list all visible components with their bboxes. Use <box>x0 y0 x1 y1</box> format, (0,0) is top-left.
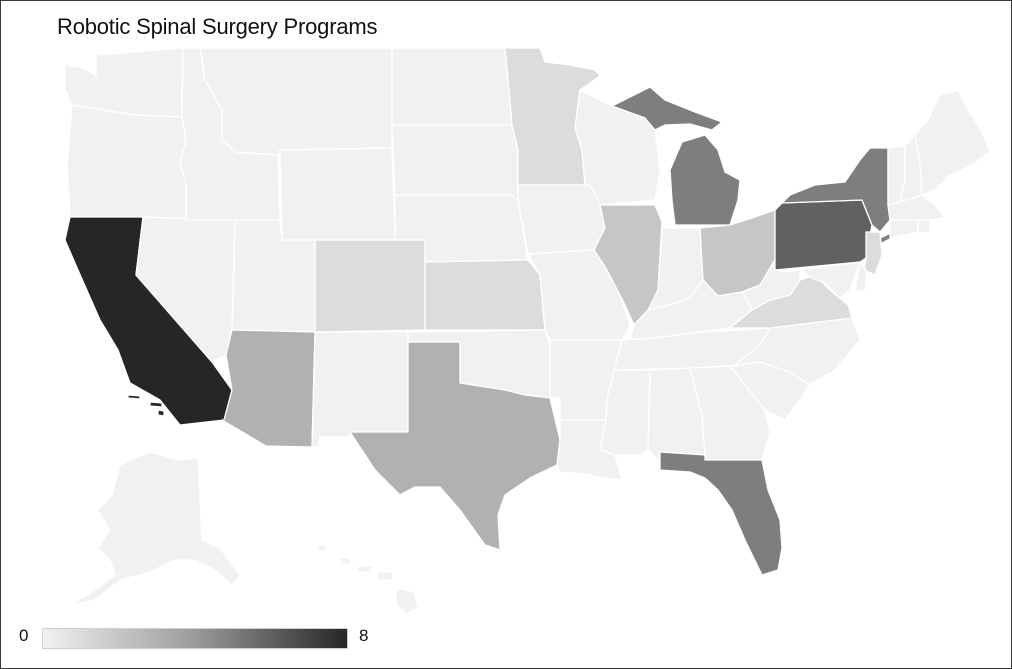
state-ia <box>517 184 606 255</box>
state-hi-5 <box>395 587 419 615</box>
state-nc <box>729 317 861 386</box>
state-or <box>66 104 187 221</box>
state-hi-2 <box>339 557 351 565</box>
state-mi-upper <box>611 86 723 131</box>
map-title: Robotic Spinal Surgery Programs <box>57 14 378 39</box>
state-pa <box>774 199 873 271</box>
state-ca-island-2 <box>149 401 163 408</box>
state-ca-island-1 <box>127 394 141 400</box>
state-ca-island-3 <box>157 409 165 417</box>
state-sd <box>391 124 519 201</box>
state-wy <box>279 147 396 241</box>
state-mt <box>199 47 393 156</box>
state-ct <box>889 219 919 239</box>
state-ks <box>424 259 546 331</box>
legend-max-label: 8 <box>359 626 369 645</box>
state-hi-3 <box>357 565 373 573</box>
state-mi-lower <box>669 134 741 226</box>
state-wv <box>741 259 801 311</box>
state-me <box>914 89 991 196</box>
state-nm <box>311 331 409 448</box>
state-co <box>314 239 426 333</box>
state-nd <box>391 47 513 126</box>
state-nj <box>863 231 883 276</box>
legend-gradient-bar <box>42 628 348 649</box>
state-tx <box>349 341 561 551</box>
state-az <box>221 329 316 448</box>
state-fl <box>659 451 783 576</box>
legend-min-label: 0 <box>19 626 29 645</box>
state-ak <box>69 451 241 606</box>
state-hi-1 <box>317 544 327 552</box>
state-de <box>854 261 867 293</box>
state-hi-4 <box>377 571 393 581</box>
state-ri <box>917 219 931 234</box>
